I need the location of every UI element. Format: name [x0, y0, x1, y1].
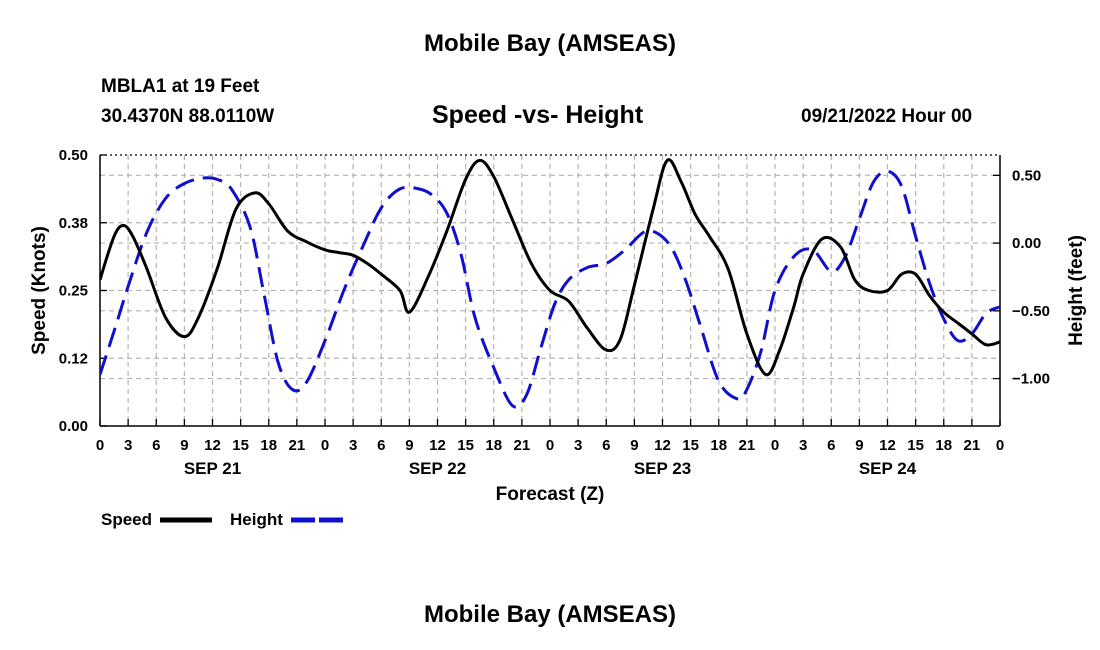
y-tick-label: 0.12	[59, 350, 88, 367]
x-tick-label: 6	[827, 437, 835, 454]
day-label: SEP 23	[634, 459, 691, 478]
x-tick-label: 9	[855, 437, 863, 454]
chart-title: Speed -vs- Height	[432, 101, 644, 129]
x-tick-label: 15	[682, 437, 699, 454]
x-tick-label: 12	[879, 437, 896, 454]
x-tick-label: 3	[124, 437, 132, 454]
x-tick-label: 12	[204, 437, 221, 454]
y2-tick-label: 0.50	[1012, 167, 1041, 184]
y2-tick-label: −1.00	[1012, 371, 1050, 388]
x-tick-label: 12	[429, 437, 446, 454]
x-tick-label: 3	[349, 437, 357, 454]
x-tick-label: 0	[546, 437, 554, 454]
station-label: MBLA1 at 19 Feet	[101, 76, 260, 97]
x-tick-label: 21	[289, 437, 306, 454]
y-tick-label: 0.50	[59, 147, 88, 164]
x-tick-label: 15	[907, 437, 924, 454]
x-tick-label: 6	[377, 437, 385, 454]
x-tick-label: 18	[485, 437, 502, 454]
day-label: SEP 21	[184, 459, 241, 478]
x-tick-label: 0	[996, 437, 1004, 454]
legend-height-label: Height	[230, 510, 283, 529]
x-tick-label: 15	[232, 437, 249, 454]
legend-speed-label: Speed	[101, 510, 152, 529]
x-tick-label: 21	[964, 437, 981, 454]
x-tick-label: 21	[514, 437, 531, 454]
x-tick-label: 18	[935, 437, 952, 454]
x-tick-label: 18	[260, 437, 277, 454]
x-tick-label: 21	[739, 437, 756, 454]
y-tick-label: 0.38	[59, 215, 88, 232]
x-tick-label: 9	[630, 437, 638, 454]
x-tick-label: 6	[152, 437, 160, 454]
x-tick-label: 3	[574, 437, 582, 454]
x-tick-label: 12	[654, 437, 671, 454]
day-label: SEP 24	[859, 459, 917, 478]
repeated-page-title: Mobile Bay (AMSEAS)	[423, 601, 677, 628]
y2-tick-label: 0.00	[1012, 235, 1041, 252]
x-tick-label: 0	[321, 437, 329, 454]
height-series-line	[100, 169, 1000, 409]
x-tick-label: 9	[405, 437, 413, 454]
page-title: Mobile Bay (AMSEAS)	[423, 30, 677, 57]
x-tick-label: 18	[710, 437, 727, 454]
speed-series-line	[100, 158, 1000, 377]
x-tick-label: 0	[96, 437, 104, 454]
x-tick-label: 0	[771, 437, 779, 454]
x-tick-label: 15	[457, 437, 474, 454]
x-tick-label: 3	[799, 437, 807, 454]
y-tick-label: 0.25	[59, 283, 88, 300]
x-tick-label: 6	[602, 437, 610, 454]
coordinates-label: 30.4370N 88.0110W	[101, 106, 275, 127]
datetime-label: 09/21/2022 Hour 00	[801, 106, 973, 127]
x-axis-label: Forecast (Z)	[496, 484, 605, 505]
speed-height-chart: 0 3 6 9 12 15 18 21 0 3 6 9 12 15 18 21 0 3 6 9 12 15 18 21 0 3 6 9…	[29, 147, 1087, 529]
y-tick-label: 0.00	[59, 418, 88, 435]
day-label: SEP 22	[409, 459, 466, 478]
y2-tick-label: −0.50	[1012, 303, 1050, 320]
y-axis-label: Speed (Knots)	[29, 226, 50, 355]
x-tick-label: 9	[180, 437, 188, 454]
y2-axis-label: Height (feet)	[1066, 235, 1087, 346]
